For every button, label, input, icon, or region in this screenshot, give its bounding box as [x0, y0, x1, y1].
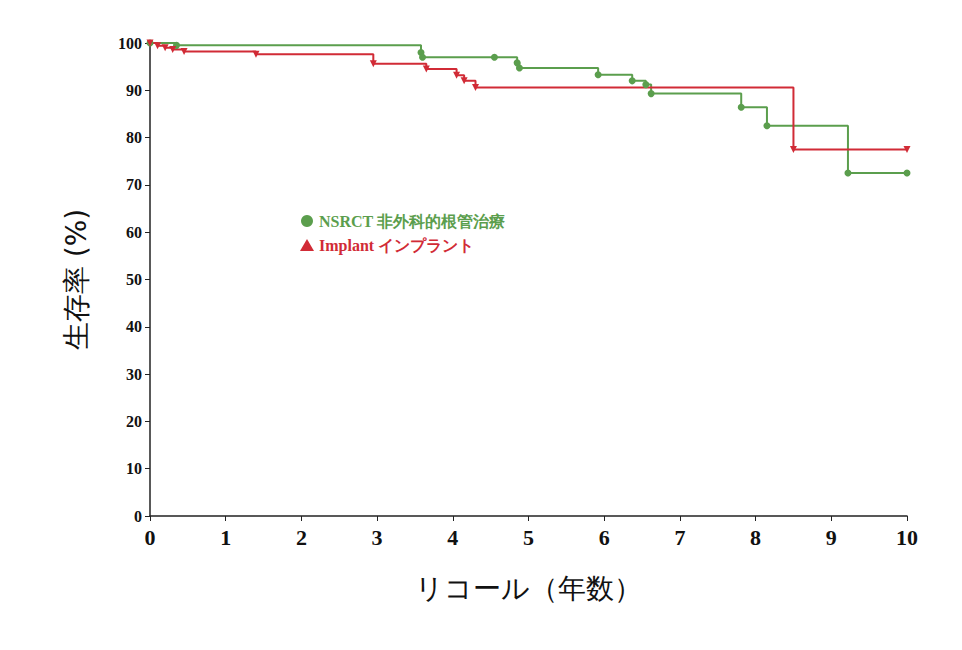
svg-text:30: 30	[126, 366, 142, 383]
svg-text:0: 0	[145, 525, 156, 550]
svg-text:3: 3	[372, 525, 383, 550]
svg-text:0: 0	[134, 508, 142, 525]
svg-text:7: 7	[674, 525, 685, 550]
svg-text:6: 6	[599, 525, 610, 550]
svg-text:70: 70	[126, 176, 142, 193]
svg-text:NSRCT 非外科的根管治療: NSRCT 非外科的根管治療	[319, 213, 505, 230]
svg-text:5: 5	[523, 525, 534, 550]
svg-text:4: 4	[447, 525, 458, 550]
svg-text:生存率 (%): 生存率 (%)	[60, 209, 93, 350]
svg-text:90: 90	[126, 82, 142, 99]
svg-text:60: 60	[126, 224, 142, 241]
svg-text:50: 50	[126, 271, 142, 288]
svg-text:リコール（年数）: リコール（年数）	[415, 572, 642, 605]
svg-text:10: 10	[896, 525, 918, 550]
svg-text:1: 1	[220, 525, 231, 550]
svg-text:20: 20	[126, 413, 142, 430]
svg-text:8: 8	[750, 525, 761, 550]
svg-text:10: 10	[126, 460, 142, 477]
svg-text:100: 100	[118, 35, 142, 52]
svg-text:40: 40	[126, 318, 142, 335]
svg-text:Implant インプラント: Implant インプラント	[319, 237, 474, 255]
svg-text:9: 9	[826, 525, 837, 550]
svg-text:80: 80	[126, 129, 142, 146]
svg-text:2: 2	[296, 525, 307, 550]
